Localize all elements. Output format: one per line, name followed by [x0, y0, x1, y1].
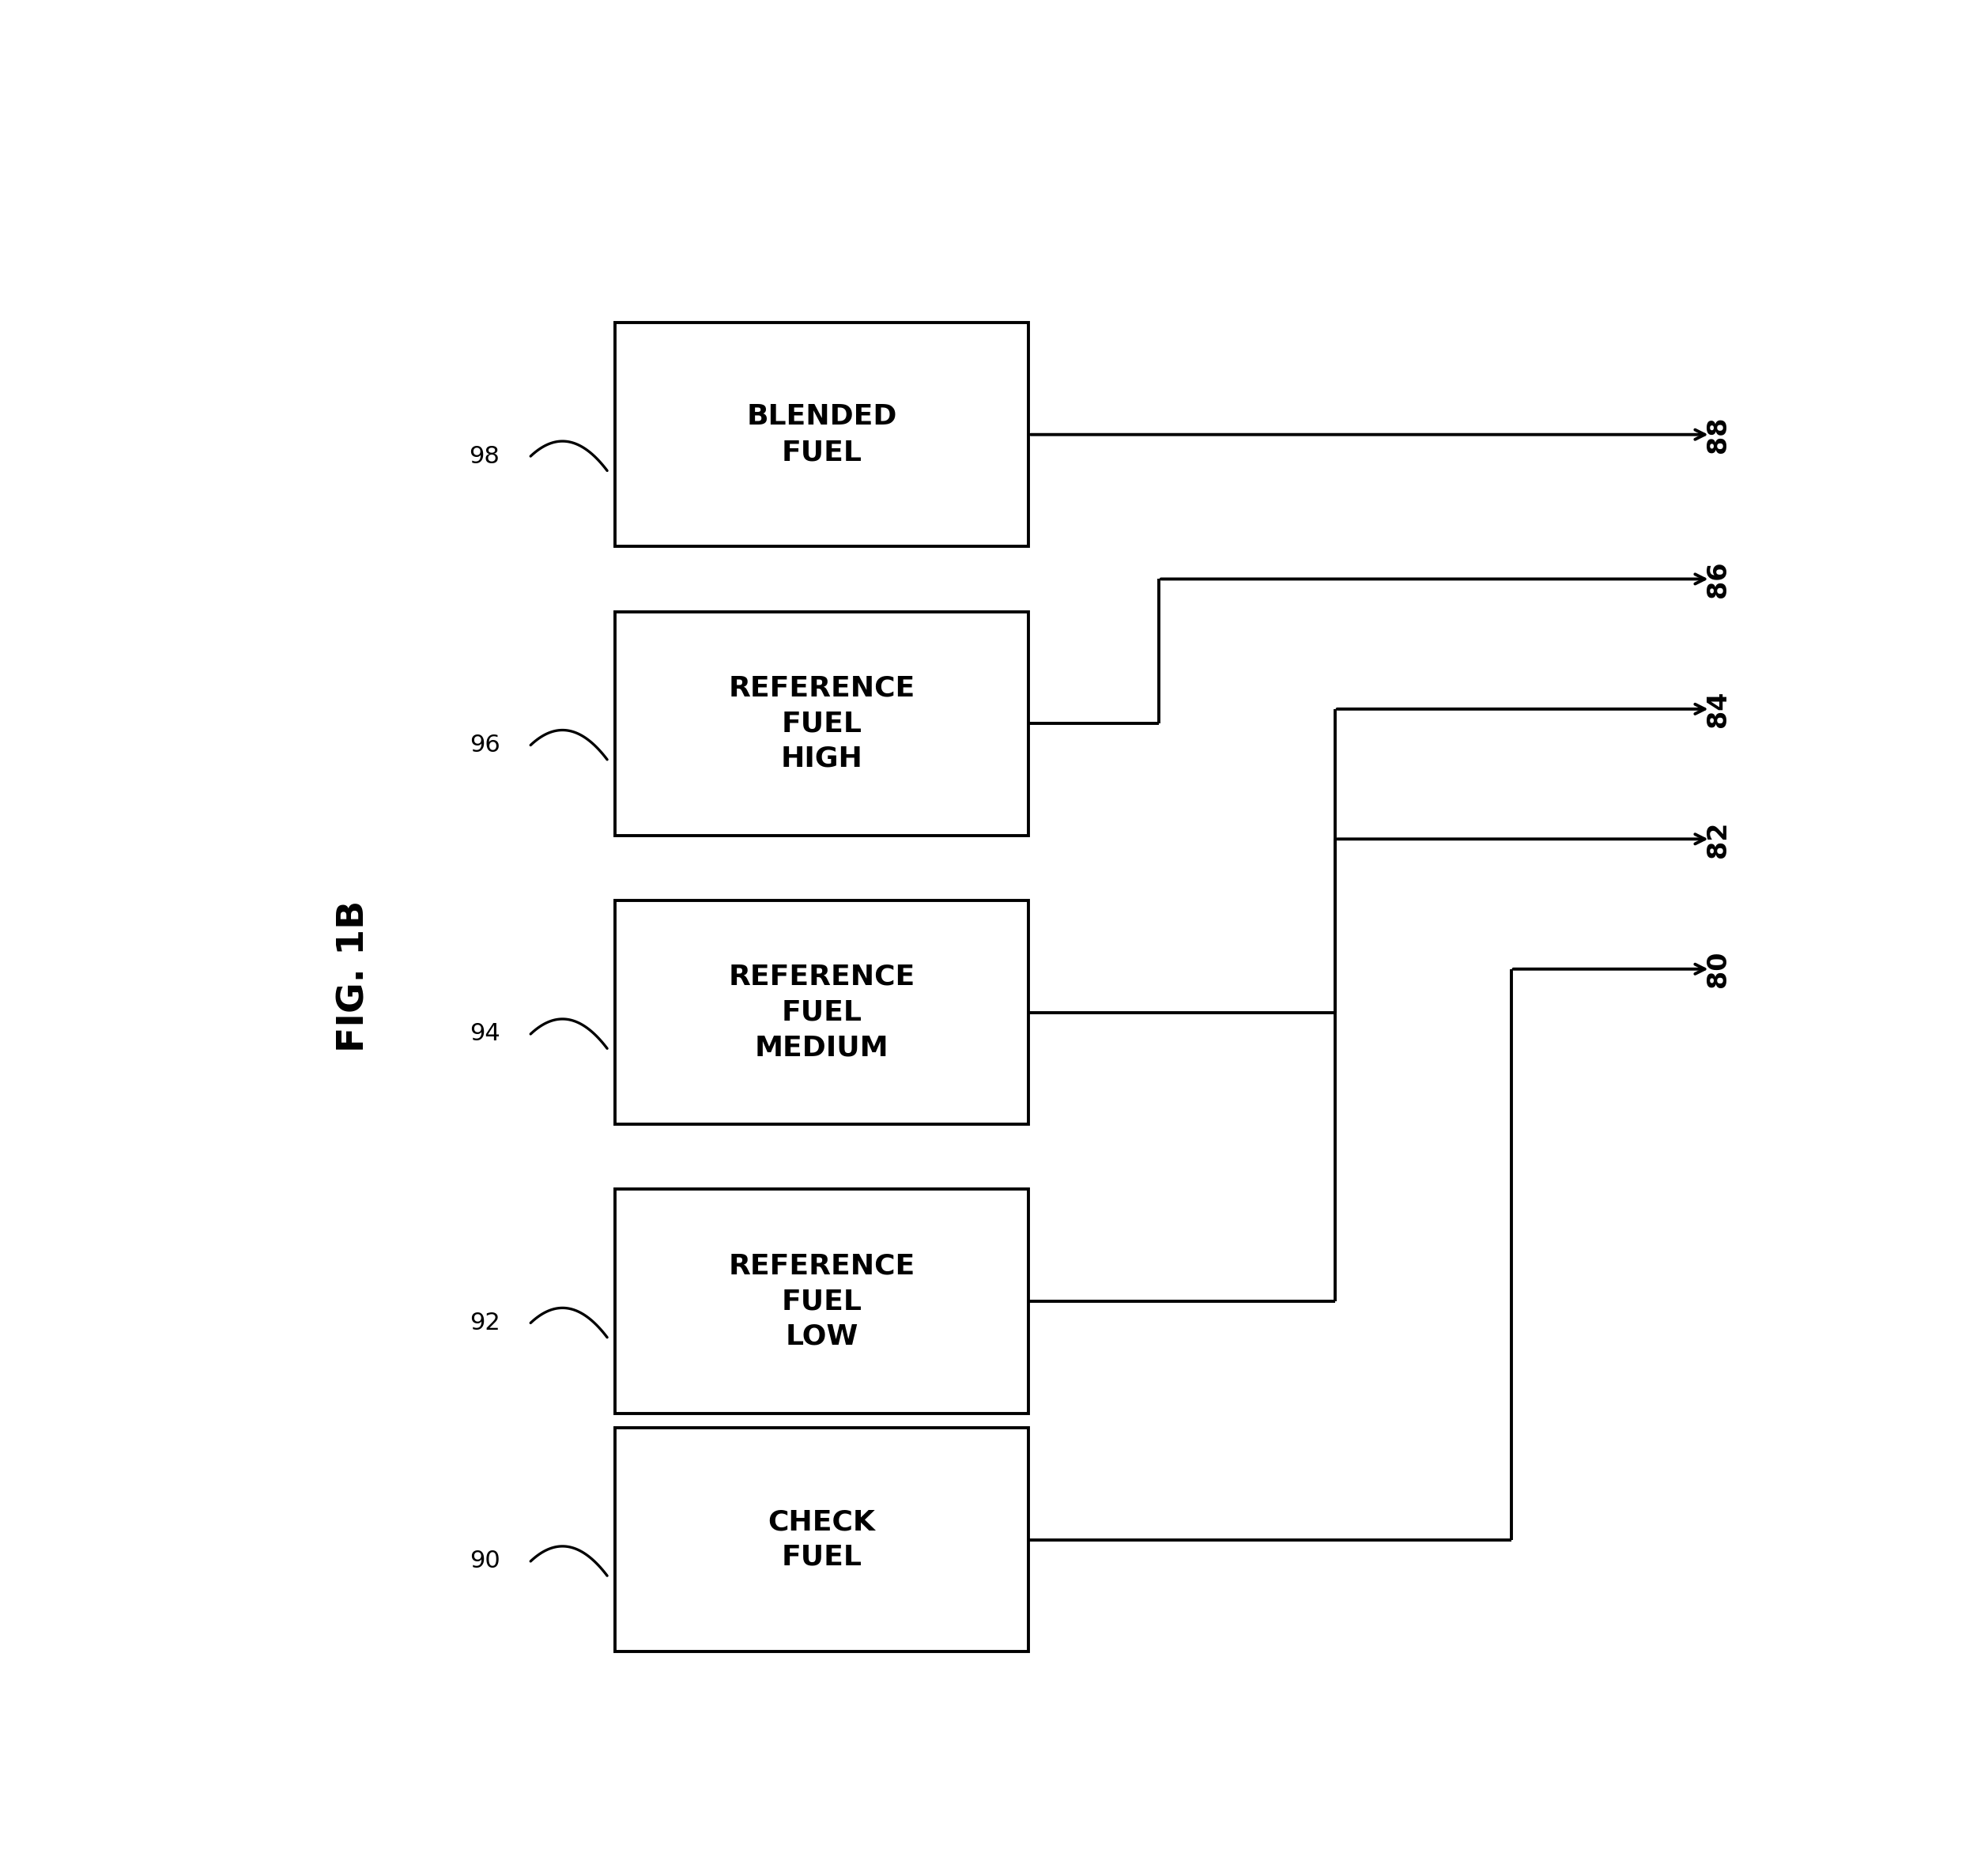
Text: 84: 84	[1704, 690, 1732, 728]
Bar	[615, 900, 1028, 1124]
Text: 96: 96	[469, 734, 500, 756]
Bar	[615, 1189, 1028, 1413]
Bar	[615, 323, 1028, 546]
Text: FIG. 1B: FIG. 1B	[336, 900, 372, 1052]
Text: BLENDED
FUEL: BLENDED FUEL	[747, 403, 898, 465]
Text: 82: 82	[1704, 820, 1732, 857]
Text: 88: 88	[1704, 416, 1732, 452]
Bar	[615, 1428, 1028, 1651]
Text: REFERENCE
FUEL
HIGH: REFERENCE FUEL HIGH	[728, 675, 915, 773]
Text: 98: 98	[469, 445, 500, 467]
Text: REFERENCE
FUEL
MEDIUM: REFERENCE FUEL MEDIUM	[728, 964, 915, 1062]
Text: 90: 90	[469, 1550, 500, 1572]
Text: 80: 80	[1704, 951, 1732, 987]
Bar	[615, 612, 1028, 835]
Text: REFERENCE
FUEL
LOW: REFERENCE FUEL LOW	[728, 1253, 915, 1351]
Text: 86: 86	[1704, 561, 1732, 597]
Text: 94: 94	[469, 1022, 500, 1045]
Text: 92: 92	[469, 1311, 500, 1334]
Text: CHECK
FUEL: CHECK FUEL	[767, 1508, 876, 1570]
